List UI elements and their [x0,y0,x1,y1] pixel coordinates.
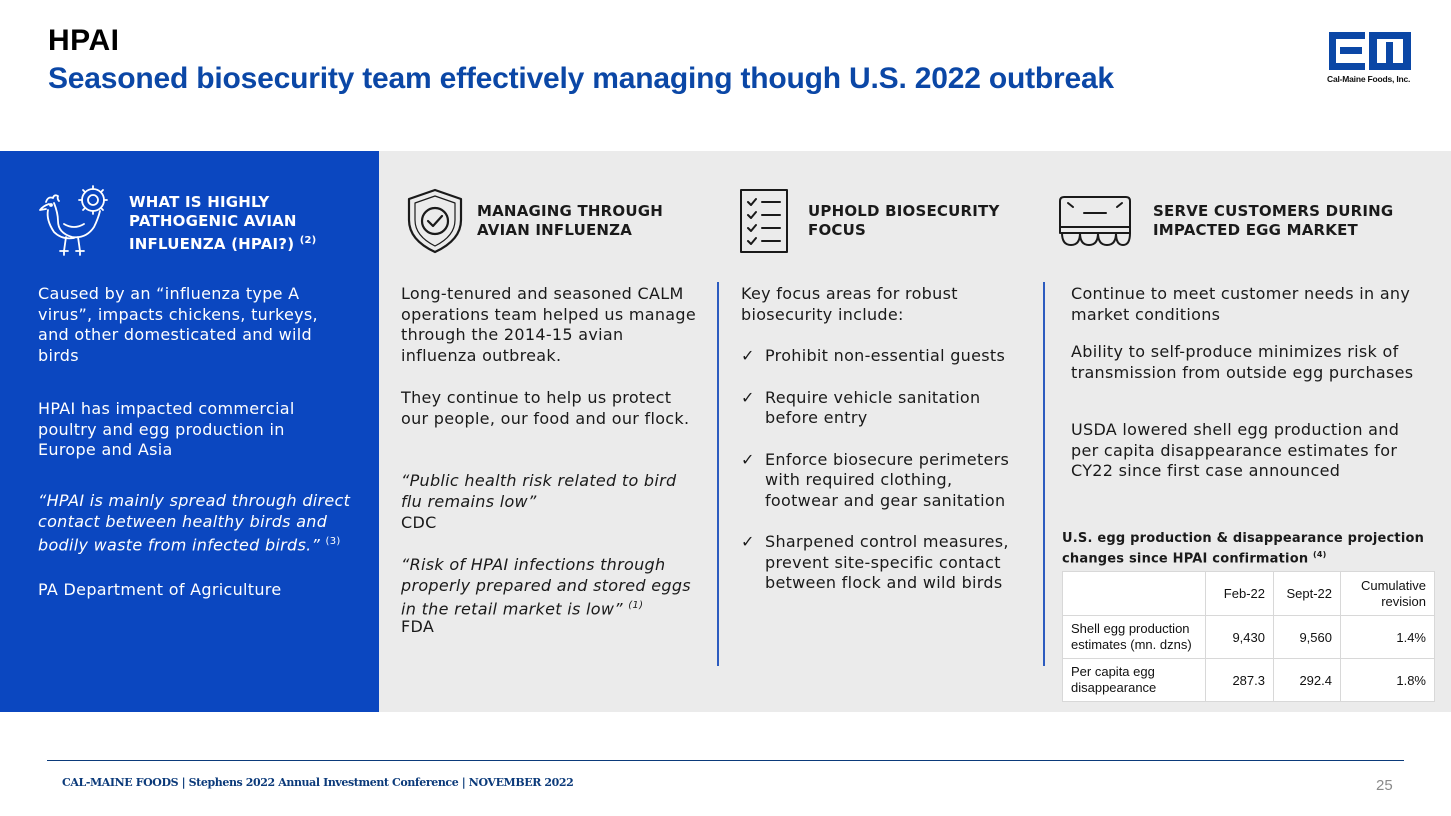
table-cell: 9,430 [1205,615,1274,659]
col2-paragraph-1: Long-tenured and seasoned CALM operation… [401,284,697,365]
cm-logo-icon [1329,32,1411,70]
table-title-text: U.S. egg production & disappearance proj… [1062,531,1425,567]
left-blue-panel [0,151,379,712]
checklist-item-text: Prohibit non-essential guests [765,346,1006,365]
shield-check-icon [406,188,464,258]
col1-paragraph-2: HPAI has impacted commercial poultry and… [38,399,295,459]
col1-quote-footnote: (3) [325,536,341,547]
column-divider [717,282,719,666]
col3-intro: Key focus areas for robust biosecurity i… [741,284,958,324]
table-title: U.S. egg production & disappearance proj… [1062,531,1432,567]
col2-paragraph-2: They continue to help us protect our peo… [401,388,690,428]
table-cell: Per capita egg disappearance [1062,658,1206,702]
table-cell: 292.4 [1273,658,1341,702]
col1-heading-footnote: (2) [299,235,317,246]
col4-paragraph-2: Ability to self-produce minimizes risk o… [1071,342,1414,382]
chicken-virus-icon [36,184,110,262]
col1-paragraph-1: Caused by an “influenza type A virus”, i… [38,284,318,365]
col1-quote-source: PA Department of Agriculture [38,580,282,599]
checklist-item-text: Require vehicle sanitation before entry [765,387,981,428]
table-title-footnote: (4) [1313,550,1327,559]
egg-projection-table: Feb-22 Sept-22 Cumulative revision Shell… [1062,571,1435,702]
company-logo: Cal-Maine Foods, Inc. [1327,32,1413,86]
checklist-item: ✓ Sharpened control measures, prevent sit… [741,532,1026,594]
col2-quote-1-source: CDC [401,513,437,532]
col2-quote-2-source: FDA [401,617,435,636]
col4-paragraph-1: Continue to meet customer needs in any m… [1071,284,1411,324]
page-title: HPAI [48,24,120,57]
checkmark-icon: ✓ [741,532,755,551]
table-cell: 1.4% [1340,615,1435,659]
col4-paragraph-3: USDA lowered shell egg production and pe… [1071,420,1400,480]
col2-quote-2-text: “Risk of HPAI infections through properl… [401,555,691,619]
col1-heading-text: WHAT IS HIGHLY PATHOGENIC AVIAN INFLUENZ… [129,193,297,253]
footer-text: CAL-MAINE FOODS | Stephens 2022 Annual I… [62,776,574,789]
col2-heading: MANAGING THROUGH AVIAN INFLUENZA [477,202,664,239]
col3-checklist: ✓ Prohibit non-essential guests ✓ Require … [741,346,1026,615]
checkmark-icon: ✓ [741,346,755,365]
col2-quote-2-footnote: (1) [628,600,644,611]
checklist-item: ✓ Require vehicle sanitation before entry [741,388,1026,429]
logo-caption: Cal-Maine Foods, Inc. [1327,74,1411,84]
checklist-icon [738,188,790,258]
table-header-cell: Sept-22 [1273,571,1341,616]
table-row: Shell egg production estimates (mn. dzns… [1062,615,1435,659]
table-header-row: Feb-22 Sept-22 Cumulative revision [1062,571,1435,616]
checklist-item: ✓ Prohibit non-essential guests [741,346,1026,367]
table-row: Per capita egg disappearance 287.3 292.4… [1062,658,1435,702]
table-cell: 9,560 [1273,615,1341,659]
table-cell: 287.3 [1205,658,1274,702]
page-number: 25 [1376,777,1393,794]
col4-heading: SERVE CUSTOMERS DURING IMPACTED EGG MARK… [1153,202,1394,239]
col2-quote-1: “Public health risk related to bird flu … [401,471,677,511]
table-header-cell: Cumulative revision [1340,571,1435,616]
table-header-cell: Feb-22 [1205,571,1274,616]
checkmark-icon: ✓ [741,449,755,469]
table-cell: Shell egg production estimates (mn. dzns… [1062,615,1206,659]
col1-heading: WHAT IS HIGHLY PATHOGENIC AVIAN INFLUENZ… [129,193,329,254]
col1-quote-text: “HPAI is mainly spread through direct co… [38,491,351,555]
checklist-item: ✓ Enforce biosecure perimeters with requi… [741,450,1026,512]
egg-carton-icon [1058,193,1132,253]
footer-divider [47,760,1404,761]
col3-heading: UPHOLD BIOSECURITY FOCUS [808,202,1000,239]
page-subtitle: Seasoned biosecurity team effectively ma… [48,62,1114,95]
column-divider [1043,282,1045,666]
col1-quote: “HPAI is mainly spread through direct co… [38,491,358,556]
col2-quote-2: “Risk of HPAI infections through properl… [401,555,701,620]
table-header-cell [1062,571,1206,616]
table-cell: 1.8% [1340,658,1435,702]
checkmark-icon: ✓ [741,387,755,407]
checklist-item-text: Enforce biosecure perimeters with requir… [765,449,1010,510]
checklist-item-text: Sharpened control measures, prevent site… [765,532,1009,592]
